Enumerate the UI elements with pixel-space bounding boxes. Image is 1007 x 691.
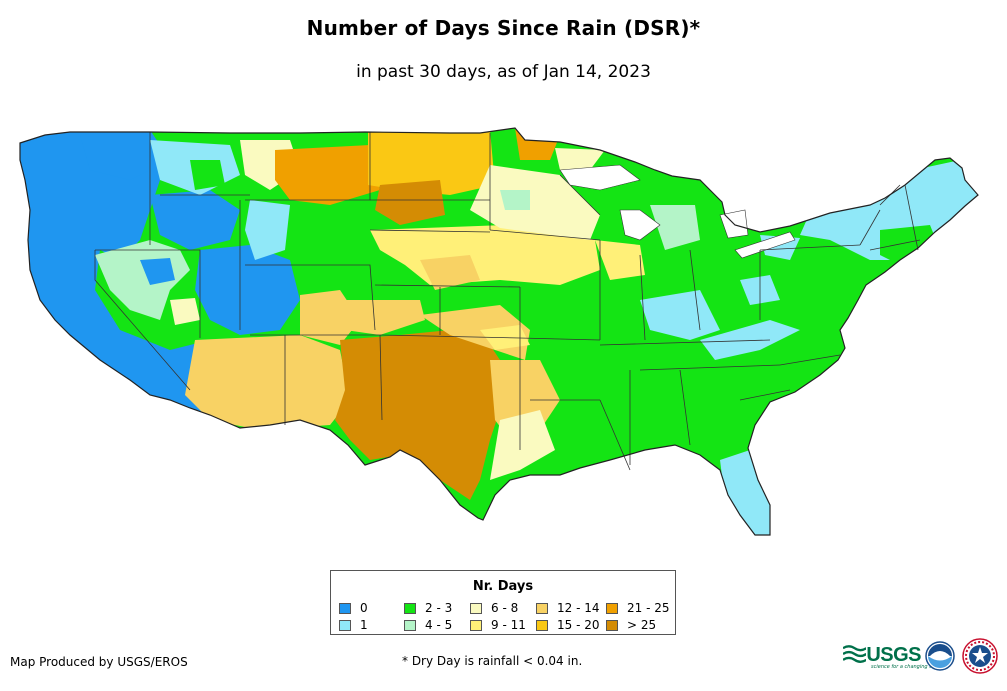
- legend-label: 21 - 25: [627, 601, 670, 615]
- legend-item-4: 6 - 8: [470, 601, 518, 615]
- legend-swatch: [606, 619, 618, 631]
- legend-swatch: [339, 619, 351, 631]
- legend-swatch: [536, 602, 548, 614]
- legend-swatch: [470, 602, 482, 614]
- legend-label: 12 - 14: [557, 601, 600, 615]
- legend-swatch: [339, 602, 351, 614]
- legend-label: 15 - 20: [557, 618, 600, 632]
- us-outline: [19, 127, 979, 536]
- legend-item-5: 9 - 11: [470, 618, 526, 632]
- noaa-logo-icon: [925, 641, 955, 671]
- map-title: Number of Days Since Rain (DSR)*: [306, 16, 701, 40]
- state-boundaries: [94, 132, 921, 471]
- legend-item-0: 0: [339, 601, 368, 615]
- legend-label: 9 - 11: [491, 618, 526, 632]
- usgs-tagline: science for a changing world: [871, 664, 943, 670]
- legend-item-8: 21 - 25: [606, 601, 670, 615]
- legend: Nr. Days 0 1 2 - 3 4 - 5 6 - 8 9 - 11 12…: [330, 570, 676, 635]
- legend-item-1: 1: [339, 618, 368, 632]
- legend-label: 1: [360, 618, 368, 632]
- legend-swatch: [606, 602, 618, 614]
- lake-michigan: [619, 209, 661, 241]
- legend-label: 0: [360, 601, 368, 615]
- legend-item-3: 4 - 5: [404, 618, 452, 632]
- legend-title: Nr. Days: [472, 579, 534, 594]
- legend-swatch: [536, 619, 548, 631]
- legend-swatch: [404, 602, 416, 614]
- legend-label: 4 - 5: [425, 618, 453, 632]
- map-subtitle: in past 30 days, as of Jan 14, 2023: [356, 62, 651, 82]
- legend-swatch: [470, 619, 482, 631]
- usgs-wave-icon: [843, 645, 867, 663]
- legend-swatch: [404, 619, 416, 631]
- credit-text: Map Produced by USGS/EROS: [10, 655, 188, 669]
- footnote-text: * Dry Day is rainfall < 0.04 in.: [402, 654, 583, 668]
- nws-logo-icon: [962, 638, 998, 674]
- dsr-regions: [20, 128, 978, 535]
- lake-erie: [734, 231, 796, 259]
- usgs-logo: USGS science for a changing world: [843, 640, 943, 670]
- legend-item-6: 12 - 14: [536, 601, 600, 615]
- legend-item-7: 15 - 20: [536, 618, 600, 632]
- legend-item-2: 2 - 3: [404, 601, 452, 615]
- legend-label: > 25: [627, 618, 657, 632]
- lake-superior: [559, 164, 641, 191]
- legend-label: 6 - 8: [491, 601, 519, 615]
- legend-item-9: > 25: [606, 618, 656, 632]
- legend-label: 2 - 3: [425, 601, 453, 615]
- usgs-wordmark: USGS: [866, 643, 921, 666]
